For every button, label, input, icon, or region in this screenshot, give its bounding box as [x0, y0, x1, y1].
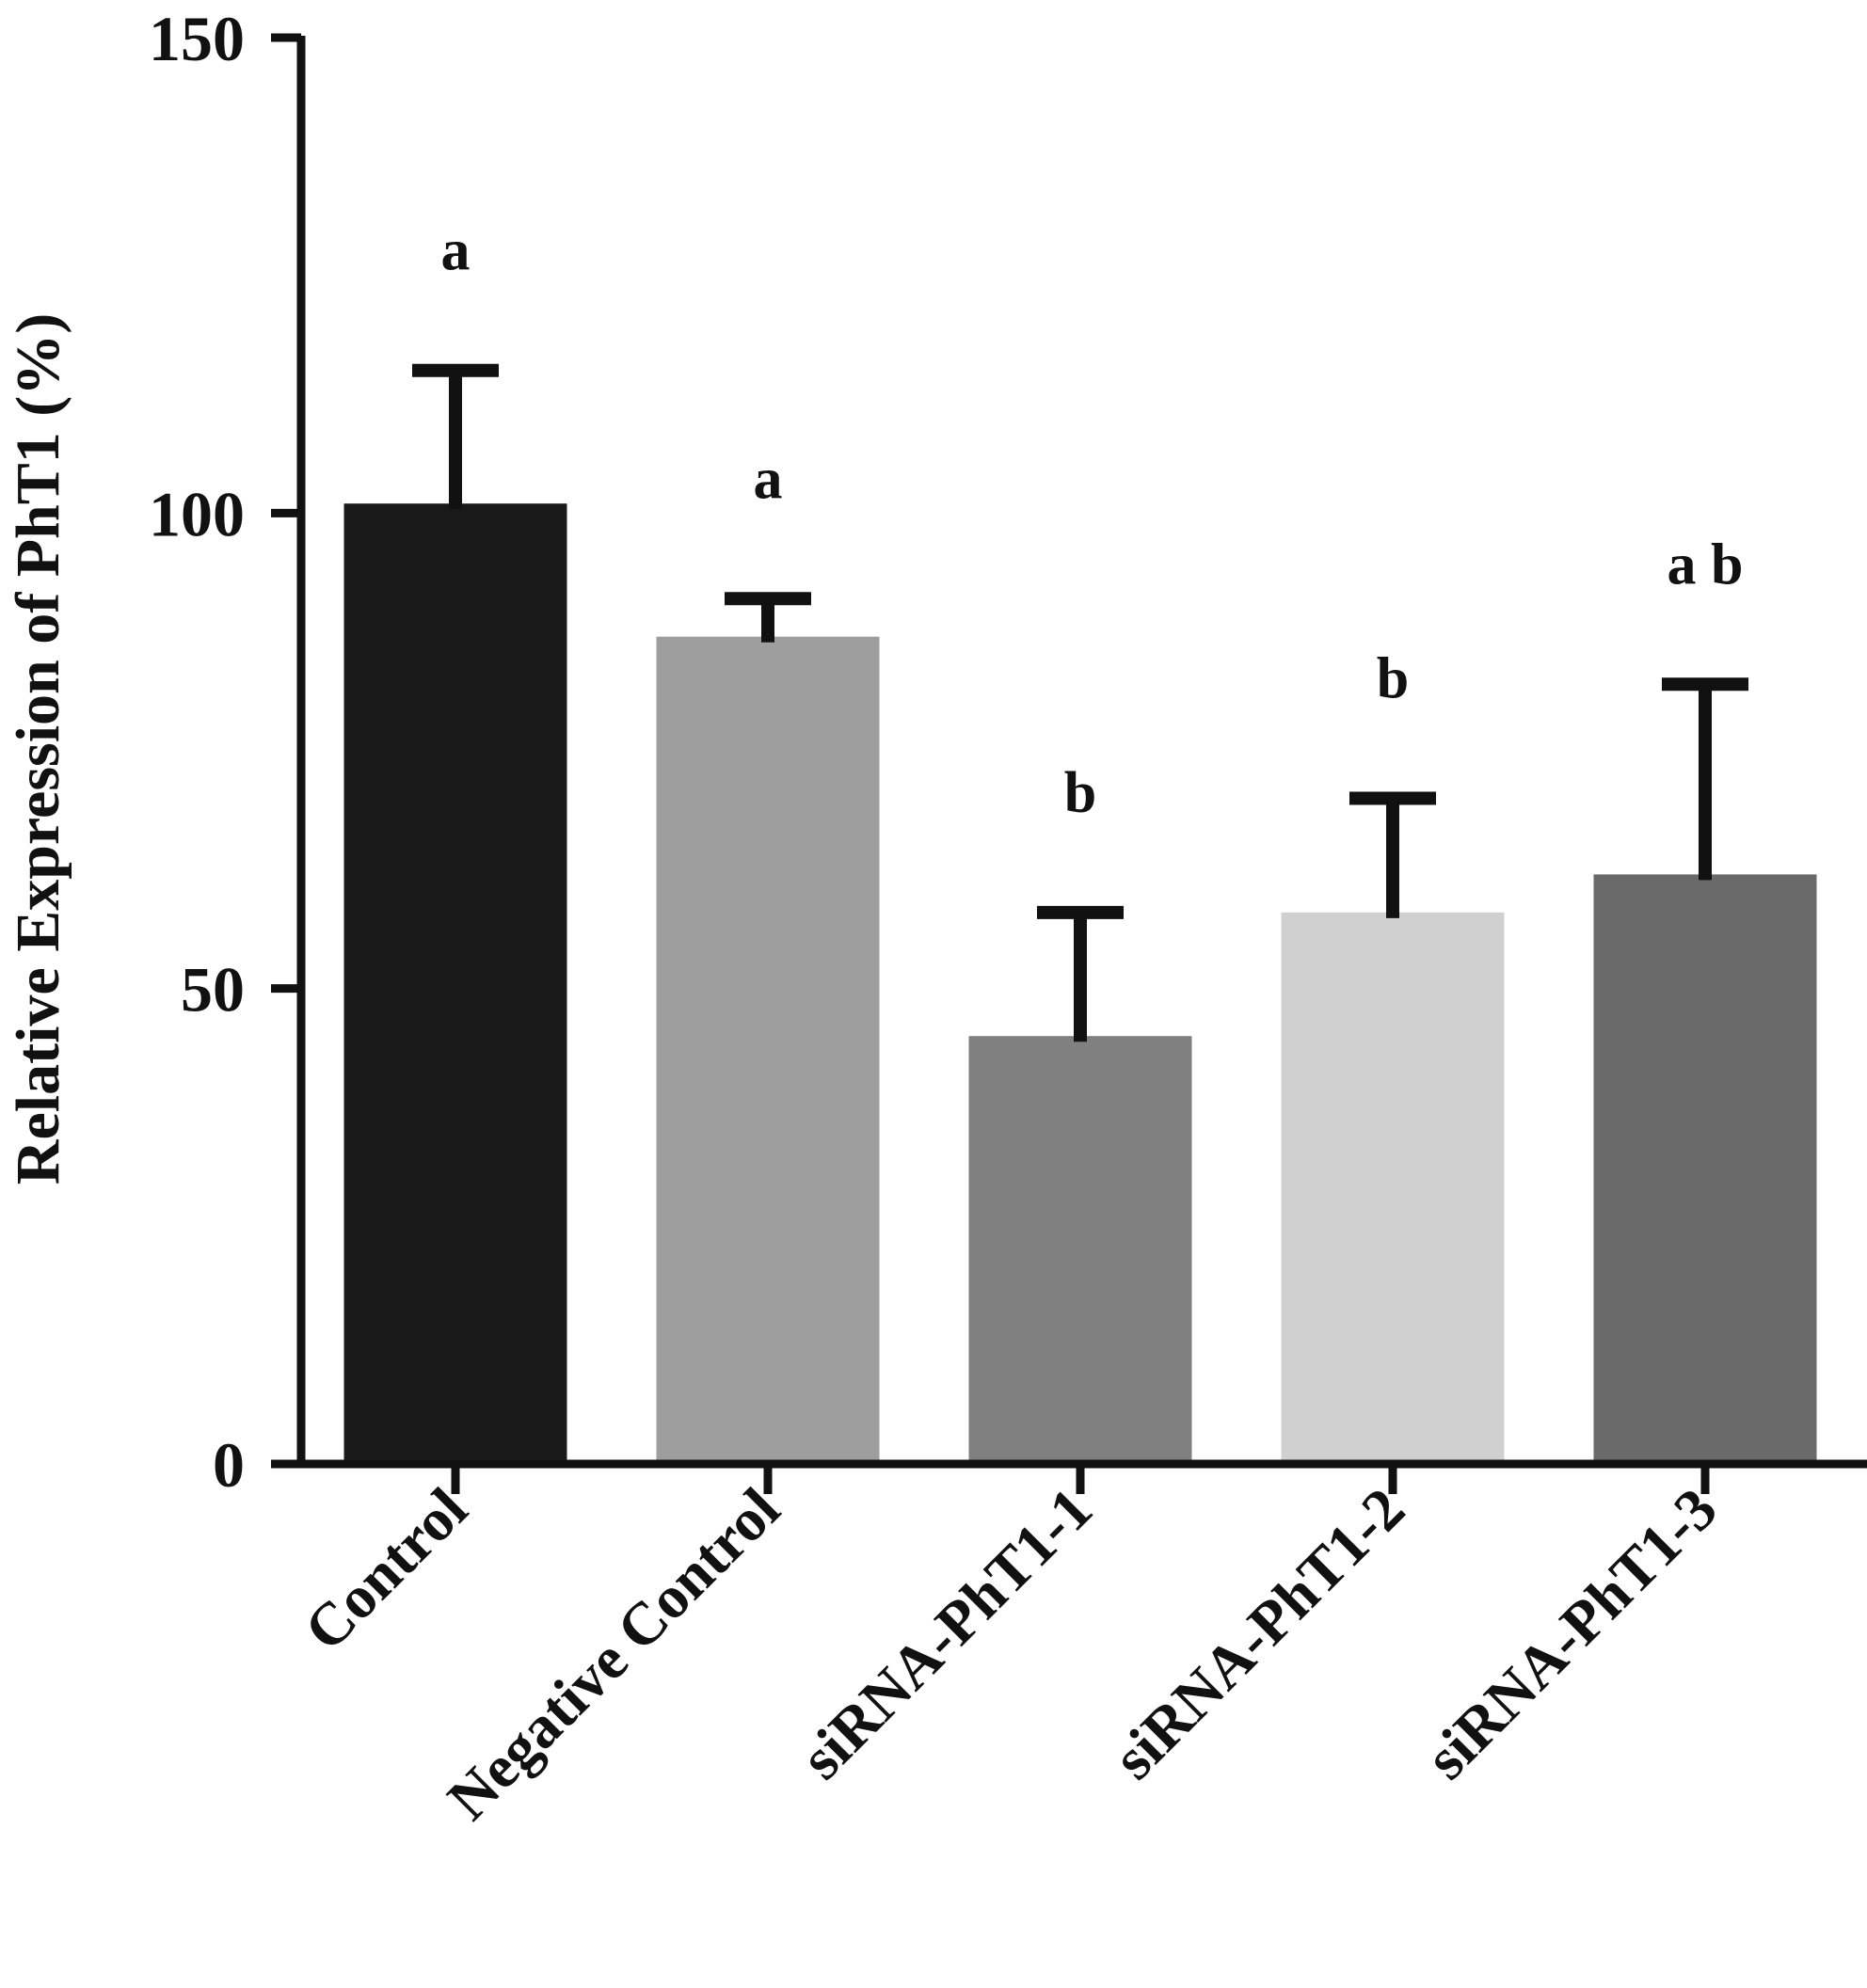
bars-layer: [343, 503, 1817, 1464]
significance-labels-layer: a a b b a b: [441, 219, 1744, 825]
x-tick-label-1: Control: [292, 1475, 480, 1663]
x-tick-label-4: siRNA-PhT1-2: [1100, 1475, 1417, 1792]
x-tick-label-3: siRNA-PhT1-1: [788, 1475, 1105, 1792]
significance-label-3: b: [1064, 761, 1096, 825]
bar-2: [656, 636, 880, 1464]
significance-label-2: a: [754, 447, 783, 511]
significance-label-5: a b: [1668, 533, 1744, 596]
error-bars-layer: [412, 363, 1748, 1042]
significance-label-1: a: [441, 219, 471, 283]
bar-4: [1281, 912, 1505, 1464]
bar-3: [968, 1036, 1192, 1464]
significance-label-4: b: [1377, 647, 1409, 711]
x-tick-label-5: siRNA-PhT1-3: [1412, 1475, 1730, 1792]
y-tick-label-2: 50: [181, 954, 245, 1026]
y-tick-label-3: 100: [149, 478, 245, 549]
bar-5: [1593, 874, 1817, 1464]
y-tick-label-4: 150: [149, 3, 245, 74]
bar-1: [343, 503, 567, 1464]
x-tick-label-2: Negative Control: [435, 1475, 792, 1833]
y-axis-title: Relative Expression of PhT1 (%): [4, 313, 72, 1185]
y-tick-label-1: 0: [213, 1429, 245, 1501]
y-ticks-layer: 0 50 100 150: [149, 3, 301, 1501]
